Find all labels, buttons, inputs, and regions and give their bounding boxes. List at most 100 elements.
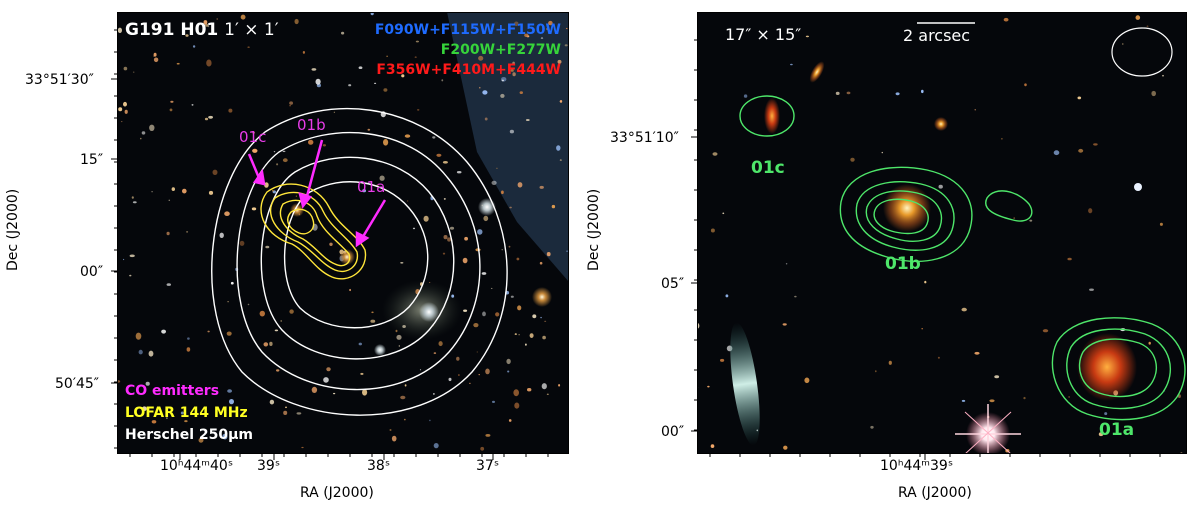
background-galaxy [140, 137, 142, 140]
background-galaxy [433, 393, 435, 395]
background-galaxy [185, 34, 189, 37]
background-galaxy [546, 27, 548, 31]
background-galaxy [783, 445, 788, 450]
small-galaxy [934, 117, 948, 131]
background-galaxy [476, 351, 478, 353]
background-galaxy [1042, 329, 1049, 333]
background-galaxy [492, 400, 495, 403]
background-galaxy [481, 272, 487, 275]
lofar-contours [260, 183, 367, 280]
background-galaxy [216, 18, 218, 20]
field-name: G191 H01 [125, 20, 219, 40]
background-galaxy [271, 190, 274, 192]
background-galaxy [252, 131, 255, 134]
background-galaxy [436, 153, 442, 157]
background-galaxy [514, 402, 520, 409]
background-galaxy [166, 231, 170, 236]
background-galaxy [443, 235, 448, 240]
left-xtick-1: 10ʰ44ᵐ40ˢ [160, 458, 234, 474]
background-galaxy [508, 419, 512, 422]
background-galaxy [496, 167, 498, 169]
background-galaxy [117, 418, 119, 420]
background-galaxy [222, 433, 228, 440]
background-galaxy [282, 158, 288, 163]
background-galaxy [120, 121, 123, 123]
background-galaxy [697, 386, 699, 389]
background-galaxy [429, 419, 431, 422]
background-galaxy [482, 311, 486, 317]
background-galaxy [1029, 219, 1033, 222]
background-galaxy [524, 33, 529, 37]
background-galaxy [994, 375, 1000, 379]
background-galaxy [362, 189, 366, 193]
background-galaxy [123, 101, 127, 107]
background-galaxy [532, 314, 537, 319]
background-galaxy [132, 71, 135, 73]
background-galaxy [206, 59, 212, 67]
background-galaxy [400, 262, 404, 264]
background-galaxy [1068, 396, 1070, 398]
background-galaxy [517, 182, 523, 188]
background-galaxy [790, 63, 793, 66]
background-galaxy [374, 82, 377, 84]
background-galaxy [888, 360, 892, 365]
background-galaxy [229, 399, 234, 405]
background-galaxy [924, 280, 927, 284]
background-galaxy [1148, 341, 1151, 345]
background-galaxy [710, 444, 715, 448]
background-galaxy [252, 148, 258, 153]
background-galaxy [835, 91, 840, 95]
background-galaxy [417, 109, 420, 111]
background-galaxy [1146, 25, 1149, 27]
background-galaxy [484, 117, 488, 121]
background-galaxy [1053, 150, 1060, 156]
background-galaxy [525, 343, 527, 346]
background-galaxy [442, 252, 446, 255]
background-galaxy [512, 61, 515, 65]
background-galaxy [166, 417, 168, 420]
background-galaxy [311, 68, 317, 71]
background-galaxy [383, 88, 388, 92]
background-galaxy [358, 342, 362, 346]
background-galaxy [1093, 143, 1098, 146]
background-galaxy [117, 380, 121, 383]
background-galaxy [441, 79, 444, 82]
background-galaxy [1023, 396, 1026, 400]
background-galaxy [895, 92, 900, 96]
background-galaxy [396, 334, 402, 340]
background-galaxy [483, 215, 489, 222]
background-galaxy [187, 337, 190, 340]
contour-legend: CO emitters LOFAR 144 MHz Herschel 250μm [125, 380, 253, 446]
background-galaxy [391, 435, 397, 442]
background-galaxy [311, 386, 318, 393]
background-galaxy [118, 107, 123, 112]
background-galaxy [301, 446, 304, 449]
background-galaxy [148, 350, 154, 357]
background-galaxy [785, 263, 788, 265]
background-galaxy [794, 295, 797, 298]
background-galaxy [513, 389, 519, 397]
background-galaxy [149, 124, 155, 131]
background-galaxy [804, 377, 810, 384]
beam-ellipse [1111, 27, 1173, 77]
background-galaxy [227, 389, 232, 393]
background-galaxy [123, 66, 128, 71]
left-xtick-3: 38ˢ [367, 458, 391, 474]
background-galaxy [507, 370, 510, 373]
background-galaxy [259, 139, 262, 141]
field-size: 1′ × 1′ [224, 20, 279, 40]
background-galaxy [478, 374, 480, 376]
background-galaxy [547, 43, 550, 45]
left-ytick-2: 15″ [80, 152, 104, 168]
background-galaxy [117, 27, 122, 33]
background-galaxy [556, 145, 561, 151]
background-galaxy [401, 74, 405, 78]
background-galaxy [207, 330, 210, 333]
background-galaxy [477, 229, 483, 235]
background-galaxy [240, 14, 246, 20]
background-galaxy [247, 46, 250, 48]
background-galaxy [1067, 257, 1072, 261]
background-galaxy [186, 231, 189, 233]
background-galaxy [519, 91, 523, 94]
label-01a-right: 01a [1099, 420, 1135, 440]
